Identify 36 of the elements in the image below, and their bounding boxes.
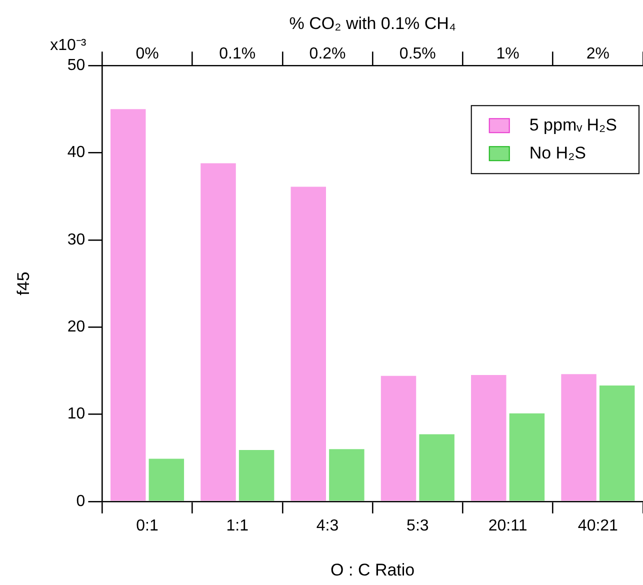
bar [380,376,416,501]
text: 0.1% [219,45,256,62]
legend-label: 5 ppmᵥ H₂S [529,115,618,134]
text: 0% [136,45,159,62]
bar [561,374,596,501]
bar [509,413,545,501]
bar [148,458,184,501]
text: x10⁻³ [50,37,87,54]
x-axis-title: O : C Ratio [330,560,415,580]
x2-axis-title: % CO₂ with 0.1% CH₄ [289,14,456,33]
y-tick-label: 30 [67,231,86,248]
x-tick-label: 1:1 [226,517,249,534]
x-tick-label: 40:21 [578,517,618,534]
legend-label: No H₂S [529,143,586,162]
y-tick-label: 40 [67,144,86,162]
x-tick-label: 5:3 [406,517,429,534]
y-tick-label: 50 [67,57,86,74]
y-axis-title: f45 [14,272,33,296]
y-tick-label: 10 [67,406,86,423]
bar [419,434,454,501]
text: 2% [586,45,610,62]
x-tick-label: 0:1 [136,517,158,534]
x-tick-label: 4:3 [316,517,339,534]
bar [238,450,274,501]
text: 0.5% [399,45,436,62]
bar [471,375,506,501]
bar [329,449,364,501]
y-tick-label: 20 [67,318,86,336]
y-tick-label: 0 [76,492,86,510]
bar [290,186,326,501]
bar [110,109,146,501]
bar [599,385,635,501]
x-tick-label: 20:11 [488,517,528,534]
text: 0.2% [309,45,346,62]
text: 1% [496,45,520,62]
bar [200,163,236,501]
